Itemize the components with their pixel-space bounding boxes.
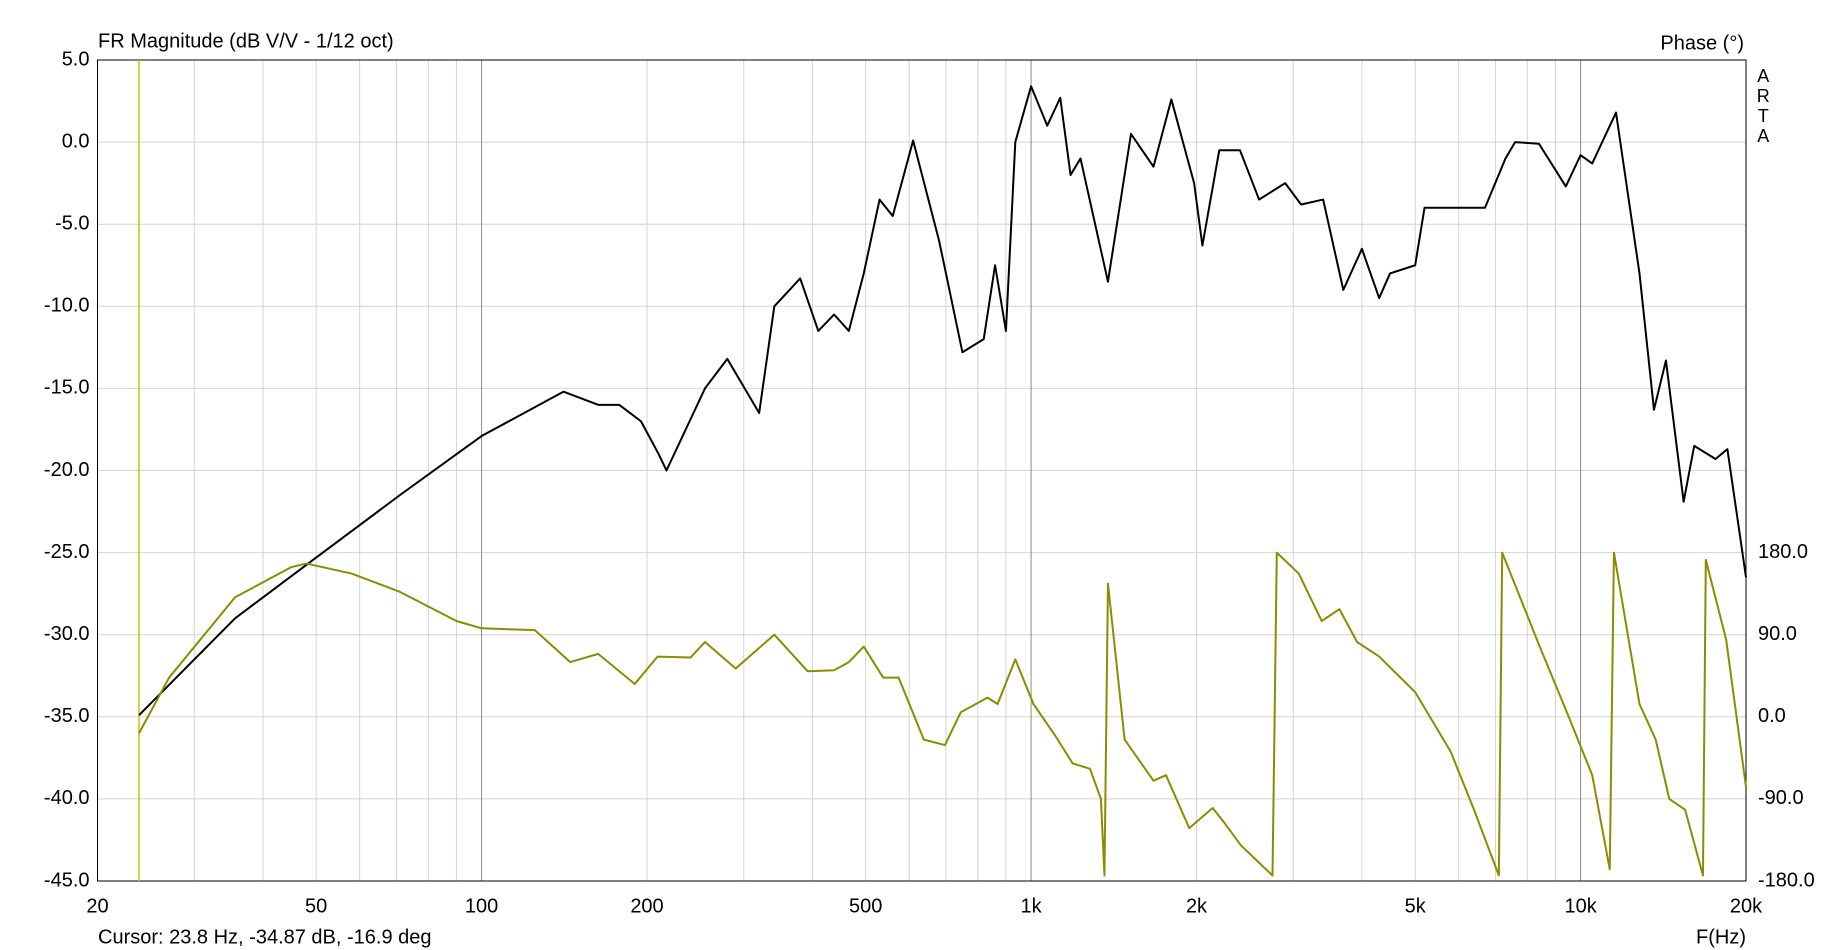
logo: ARTA	[1753, 66, 1773, 146]
x-tick-label: 200	[630, 895, 663, 917]
y-tick-label: 5.0	[62, 48, 90, 70]
x-axis-label: F(Hz)	[1696, 926, 1746, 948]
y-tick-label: -25.0	[44, 541, 90, 563]
x-tick-label: 20	[86, 895, 108, 917]
x-tick-label: 10k	[1564, 895, 1597, 917]
x-tick-label: 20k	[1730, 895, 1763, 917]
y2-tick-label: -180.0	[1758, 869, 1815, 891]
y2-tick-label: 180.0	[1758, 541, 1808, 563]
series-line	[138, 85, 1747, 716]
y-tick-label: -5.0	[55, 212, 89, 234]
y-tick-label: 0.0	[62, 130, 90, 152]
cursor-readout: Cursor: 23.8 Hz, -34.87 dB, -16.9 deg	[98, 926, 432, 948]
y2-tick-label: 0.0	[1758, 705, 1786, 727]
y-tick-label: -10.0	[44, 295, 90, 317]
series-line	[138, 551, 1747, 877]
y-tick-label: -40.0	[44, 787, 90, 809]
x-tick-label: 50	[305, 895, 327, 917]
x-tick-label: 5k	[1405, 895, 1427, 917]
x-tick-label: 500	[849, 895, 882, 917]
plot-frame	[97, 59, 1747, 882]
y-tick-label: -15.0	[44, 377, 90, 399]
y-tick-label: -35.0	[44, 705, 90, 727]
y-tick-label: -45.0	[44, 869, 90, 891]
y-tick-label: -30.0	[44, 623, 90, 645]
y2-axis-label: Phase (°)	[1660, 32, 1744, 54]
x-tick-label: 1k	[1021, 895, 1043, 917]
y2-tick-label: -90.0	[1758, 787, 1804, 809]
chart-title: FR Magnitude (dB V/V - 1/12 oct)	[98, 30, 394, 52]
x-tick-label: 2k	[1186, 895, 1208, 917]
y-tick-label: -20.0	[44, 459, 90, 481]
x-tick-label: 100	[465, 895, 498, 917]
y2-tick-label: 90.0	[1758, 623, 1797, 645]
